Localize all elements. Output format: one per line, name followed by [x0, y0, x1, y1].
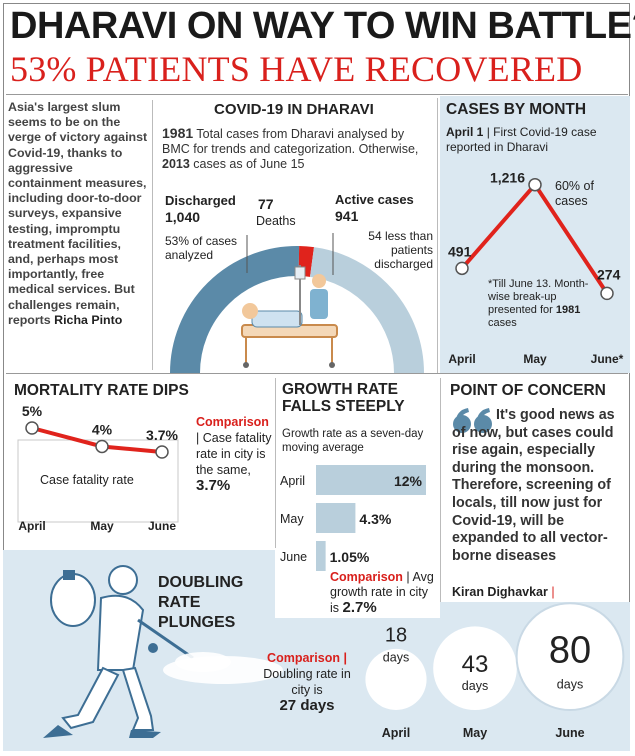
- active-note: 54 less than patients discharged: [368, 229, 433, 271]
- divider: [152, 100, 153, 370]
- intro-text: Asia's largest slum seems to be on the v…: [8, 100, 148, 327]
- covid-total-text: 1981 Total cases from Dharavi analysed b…: [162, 125, 419, 172]
- cases-value-label: 1,216: [490, 170, 525, 186]
- doubling-title: DOUBLING RATE PLUNGES: [158, 574, 244, 631]
- divider: [437, 98, 438, 373]
- headline: DHARAVI ON WAY TO WIN BATTLE?: [10, 5, 635, 47]
- cases-x-tick: April: [448, 352, 475, 366]
- growth-category-label: April: [280, 474, 305, 488]
- quote-icon: [453, 408, 492, 433]
- peak-note: 60% of cases: [555, 179, 594, 208]
- mortality-x-tick: April: [18, 519, 45, 533]
- cases-month-title: CASES BY MONTH: [446, 101, 587, 118]
- mortality-point: [155, 445, 169, 459]
- doubling-bubble: [433, 626, 517, 710]
- mortality-value-label: 3.7%: [146, 427, 178, 443]
- doubling-unit: days: [383, 650, 409, 664]
- cases-gauge: [170, 233, 424, 373]
- deaths-number: 77: [258, 196, 274, 212]
- mortality-series-label: Case fatality rate: [40, 473, 134, 487]
- divider: [275, 378, 276, 548]
- growth-bar: [316, 503, 356, 533]
- doubling-unit: days: [462, 679, 488, 693]
- concern-quote: It's good news as of now, but cases coul…: [452, 407, 615, 564]
- cases-line: [460, 182, 609, 295]
- growth-bar: [316, 465, 426, 495]
- discharged-label: Discharged: [165, 193, 236, 208]
- doubling-x-tick: May: [463, 726, 487, 740]
- cases-x-tick: June*: [591, 352, 624, 366]
- mortality-comparison: Comparison | Case fatality rate in city …: [196, 415, 272, 494]
- growth-category-label: May: [280, 512, 304, 526]
- concern-title: POINT OF CONCERN: [450, 382, 606, 399]
- mortality-point: [25, 421, 39, 435]
- mortality-value-label: 4%: [92, 421, 113, 437]
- growth-bar: [316, 541, 326, 571]
- cases-point: [455, 261, 469, 276]
- cases-month-note: April 1 | First Covid-19 case reported i…: [446, 125, 597, 154]
- active-number: 941: [335, 208, 359, 224]
- cases-x-tick: May: [523, 352, 547, 366]
- cases-point: [600, 286, 614, 301]
- discharged-note: 53% of cases analyzed: [165, 234, 238, 262]
- mortality-x-tick: May: [90, 519, 114, 533]
- mortality-x-tick: June: [148, 519, 176, 533]
- doubling-x-tick: June: [555, 726, 584, 740]
- active-label: Active cases: [335, 192, 414, 207]
- growth-value-label: 12%: [394, 473, 423, 489]
- growth-value-label: 4.3%: [359, 511, 391, 527]
- growth-category-label: June: [280, 550, 307, 564]
- cases-month-chart: 491 April 1,216 May 274 June*: [448, 170, 624, 366]
- cases-point: [528, 177, 542, 192]
- mortality-value-label: 5%: [22, 403, 43, 419]
- cases-by-month-panel: [440, 96, 630, 373]
- discharged-number: 1,040: [165, 209, 201, 225]
- divider: [440, 378, 441, 618]
- mortality-point: [95, 439, 109, 454]
- mortality-chart: 5% April 4% May 3.7% June: [17, 403, 179, 533]
- doubling-unit: days: [557, 677, 583, 691]
- hospital-bed-illustration: [241, 265, 338, 368]
- doubling-x-tick: April: [382, 726, 410, 740]
- mortality-title: MORTALITY RATE DIPS: [14, 382, 189, 399]
- doubling-value: 18: [385, 624, 407, 646]
- mortality-frame: [17, 439, 179, 523]
- growth-title: GROWTH RATE FALLS STEEPLY: [282, 381, 405, 415]
- cases-value-label: 491: [448, 243, 472, 259]
- divider: [6, 94, 628, 95]
- doubling-bubble: [365, 648, 427, 710]
- doubling-value: 80: [549, 629, 591, 671]
- concern-attribution: Kiran Dighavkar |: [452, 585, 555, 599]
- divider: [6, 373, 628, 374]
- growth-value-label: 1.05%: [330, 549, 370, 565]
- cases-footnote: *Till June 13. Month-wise break-up prese…: [488, 278, 589, 329]
- covid-section-title: COVID-19 IN DHARAVI: [214, 101, 374, 118]
- cases-value-label: 274: [597, 266, 621, 282]
- growth-chart: April 12% May 4.3% June 1.05%: [280, 465, 426, 571]
- sanitizer-worker-illustration: [43, 565, 283, 738]
- doubling-bubble: [515, 602, 625, 711]
- doubling-comparison: Comparison | Doubling rate in city is 27…: [263, 651, 351, 714]
- doubling-value: 43: [462, 651, 489, 678]
- gauge-discharged-segment: [170, 246, 300, 373]
- deaths-label: Deaths: [256, 214, 296, 228]
- growth-comparison: Comparison | Avg growth rate in city is …: [330, 570, 434, 616]
- gauge-deaths-segment: [298, 246, 315, 277]
- subheadline: 53% PATIENTS HAVE RECOVERED: [10, 49, 583, 89]
- growth-subtitle: Growth rate as a seven-day moving averag…: [282, 428, 424, 454]
